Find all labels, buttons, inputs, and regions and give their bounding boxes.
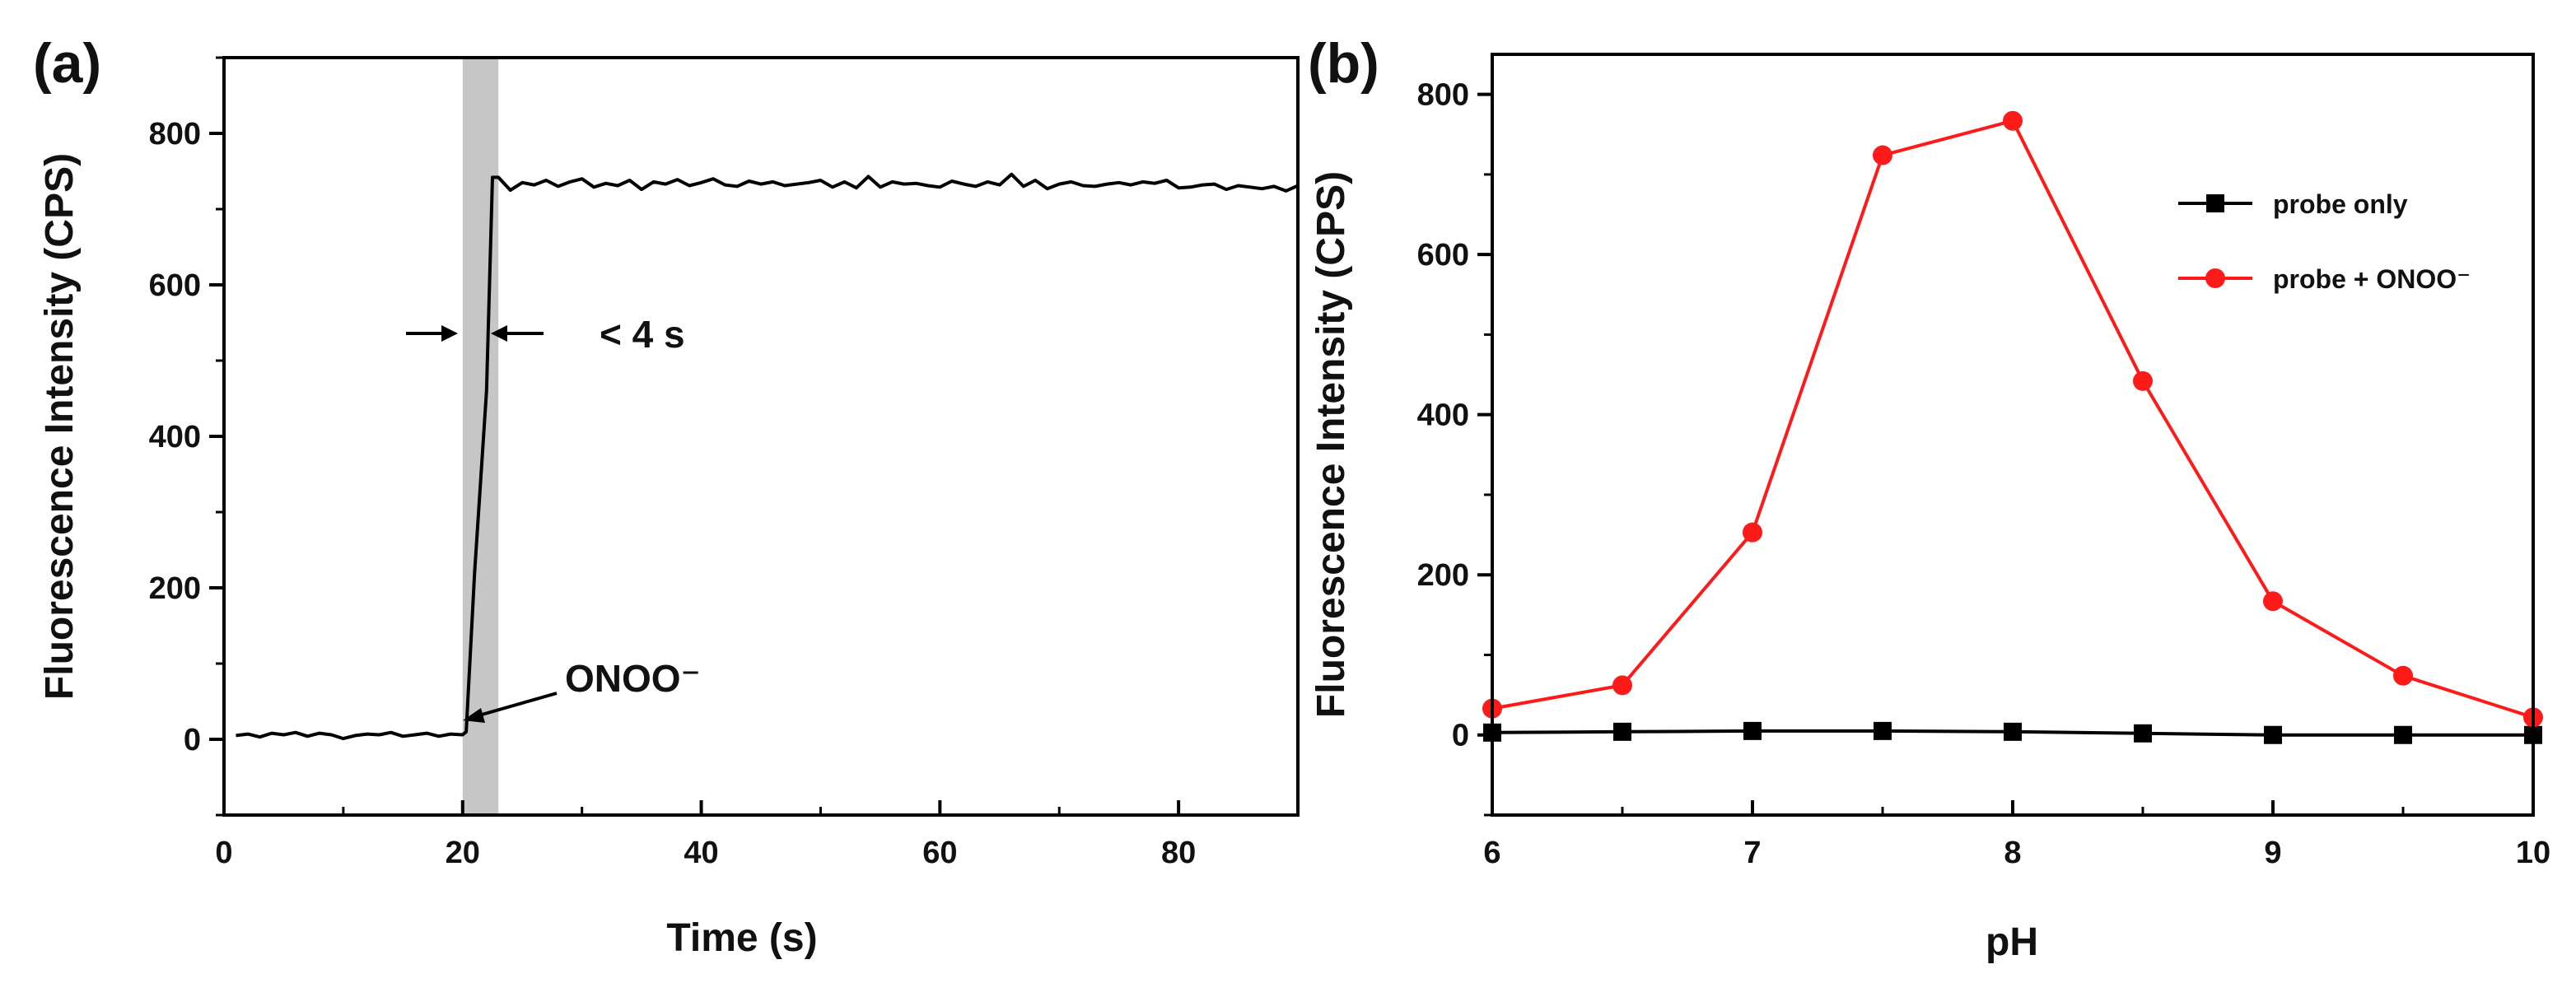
panel-b-x-axis-label: pH [1986,920,2038,964]
data-point-probe-onoo [1612,675,1632,696]
panel-b: (b) 6 7 8 9 10 0 200 400 600 800 Fluorescence Int… [1308,32,2550,964]
y-tick-label: 800 [149,117,201,151]
y-tick-label: 600 [1417,238,1469,273]
data-point-probe-only [2134,724,2152,743]
interval-arrowhead-right-icon [491,325,507,342]
panel-a-interval-annotation: < 4 s [406,313,685,356]
x-tick-label: 60 [922,836,957,870]
panel-a-reagent-annotation: ONOO⁻ [463,657,701,723]
data-point-probe-only [1613,722,1631,741]
y-tick-label: 400 [1417,398,1469,433]
x-tick-label: 80 [1161,836,1196,870]
data-point-probe-only [2004,722,2022,741]
y-tick-label: 200 [1417,558,1469,593]
panel-a-plot-frame [222,56,1300,817]
legend-item-probe-onoo: probe + ONOO⁻ [2178,264,2471,294]
panel-b-series [1482,110,2543,744]
x-tick-label: 8 [2004,836,2021,870]
x-tick-label: 40 [684,836,718,870]
x-tick-label: 10 [2516,836,2550,870]
reagent-label: ONOO⁻ [565,657,701,700]
data-point-probe-onoo [2393,665,2413,686]
panel-a-series-line [236,172,1299,741]
data-point-probe-onoo [1743,522,1762,543]
panel-b-plot-frame [1491,53,2535,817]
x-tick-label: 0 [215,836,232,870]
legend-label-probe-only: probe only [2273,189,2408,219]
data-point-probe-only [2394,725,2412,744]
y-tick-label: 800 [1417,78,1469,113]
y-tick-label: 0 [1452,719,1469,753]
legend-square-marker-icon [2206,194,2224,212]
legend-label-probe-onoo: probe + ONOO⁻ [2273,264,2471,294]
panel-a-y-axis-label: Fluorescence Intensity (CPS) [38,153,82,700]
reagent-pointer-arrowhead-icon [463,708,485,723]
panel-b-y-axis-label: Fluorescence Intensity (CPS) [1309,171,1353,718]
x-tick-label: 20 [446,836,480,870]
data-point-probe-onoo [2003,110,2023,131]
y-tick-label: 600 [149,268,201,303]
data-point-probe-onoo [2133,370,2153,391]
panel-b-ticks: 6 7 8 9 10 0 200 400 600 800 [1417,78,2551,870]
y-tick-label: 200 [149,571,201,606]
interval-label: < 4 s [600,313,685,356]
legend-circle-marker-icon [2205,268,2225,288]
data-point-probe-only [1874,721,1892,740]
panel-a-label: (a) [33,32,101,95]
data-point-probe-onoo [2263,591,2283,612]
y-tick-label: 400 [149,420,201,454]
panel-a-x-axis-label: Time (s) [666,916,817,960]
y-tick-label: 0 [184,723,201,757]
data-point-probe-only [1743,721,1762,740]
legend-item-probe-only: probe only [2178,189,2408,219]
x-tick-label: 6 [1483,836,1500,870]
interval-arrowhead-left-icon [441,325,458,342]
panel-b-legend: probe only probe + ONOO⁻ [2178,189,2471,294]
reagent-pointer-arrow-icon [475,692,558,718]
data-point-probe-only [2264,725,2282,744]
data-point-probe-onoo [1873,145,1892,165]
x-tick-label: 7 [1743,836,1761,870]
panel-b-label: (b) [1308,32,1379,95]
x-tick-label: 9 [2264,836,2281,870]
